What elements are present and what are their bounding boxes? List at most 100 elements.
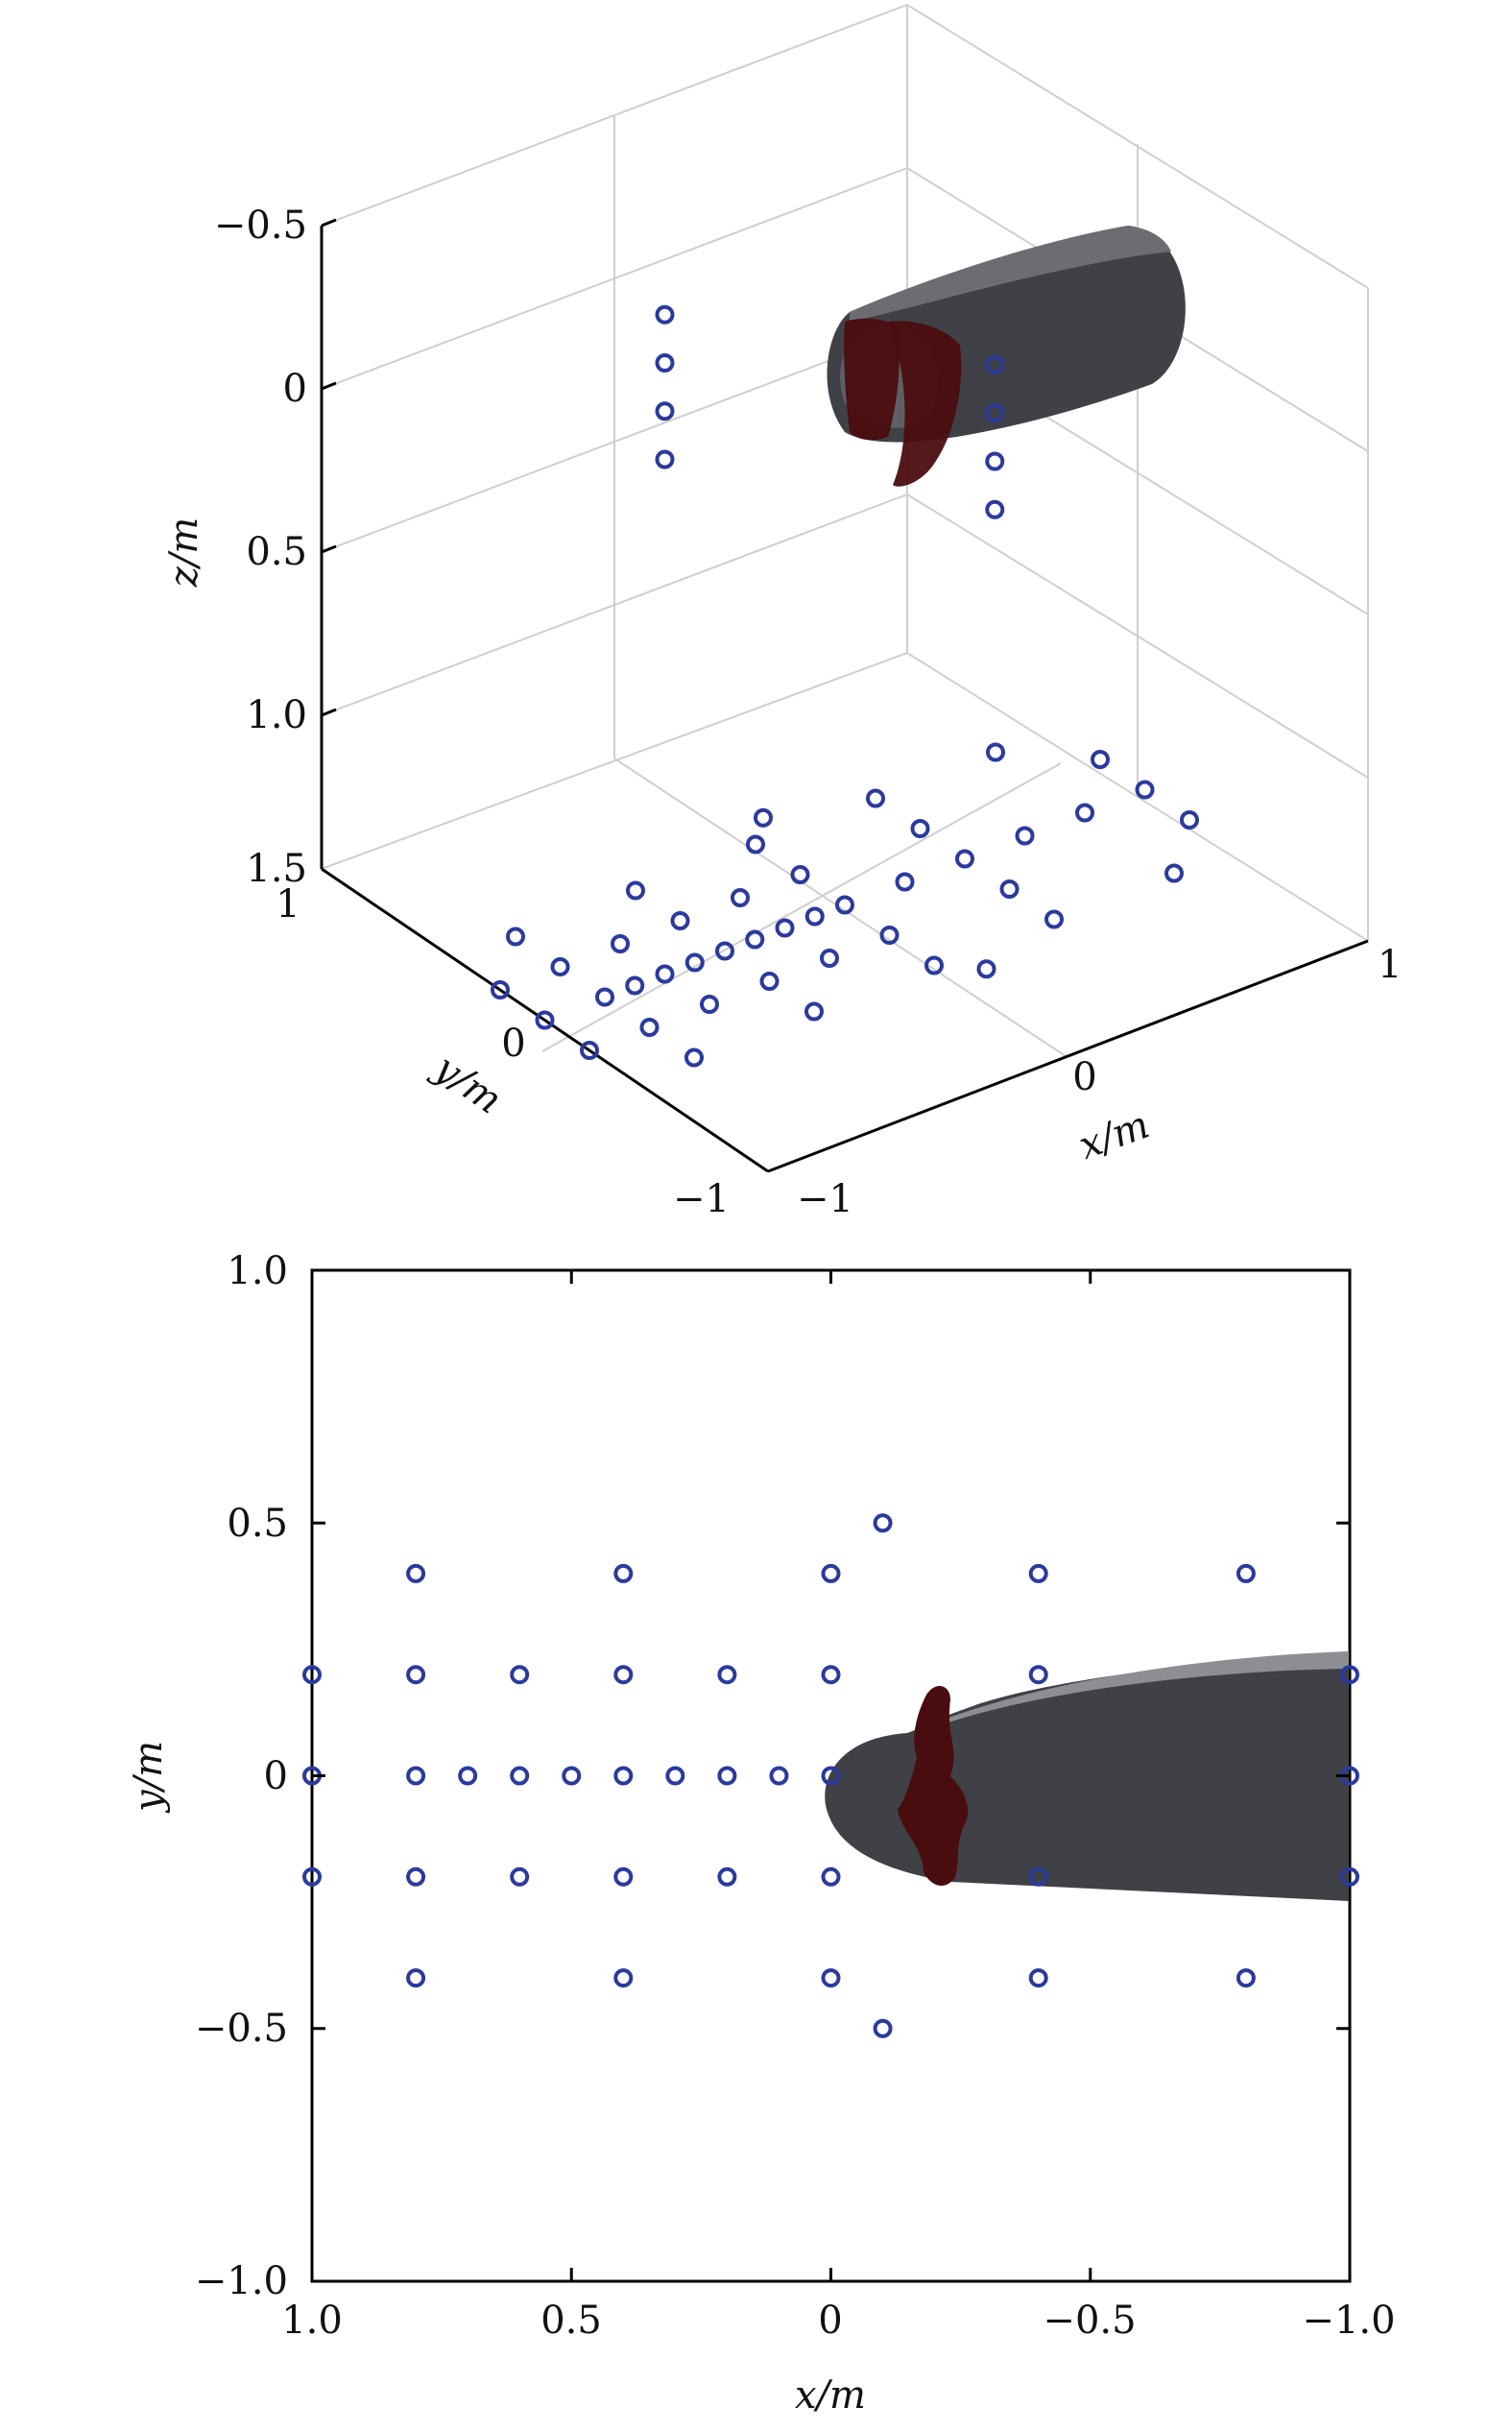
z-tick-label: 0	[283, 367, 307, 411]
data-point	[510, 1866, 530, 1887]
data-point-3d	[775, 918, 795, 938]
scatter-points-3d	[491, 304, 1199, 1068]
y-tick-label: 0.5	[227, 1502, 288, 1546]
x-axis-label: x/m	[795, 2373, 866, 2418]
data-point-3d	[976, 959, 996, 979]
data-point-3d	[731, 888, 750, 907]
data-point	[406, 1968, 426, 1988]
data-point-3d	[506, 927, 525, 947]
data-point-3d	[655, 401, 675, 421]
data-point	[406, 1766, 426, 1786]
data-point-3d	[626, 880, 645, 901]
data-point-3d	[1075, 803, 1094, 823]
data-point	[873, 1513, 893, 1533]
data-point-3d	[611, 934, 630, 953]
chart-2d: 1.0 0.5 0 −0.5 −1.0 1.0 0.5 0 −0.5 −1.0 …	[127, 1249, 1396, 2418]
data-point	[613, 1665, 634, 1685]
data-point	[613, 1563, 634, 1583]
data-point-3d	[745, 929, 765, 950]
data-point	[769, 1766, 789, 1786]
data-point	[1236, 1968, 1256, 1988]
x-tick-label: −1.0	[1302, 2299, 1395, 2343]
data-point	[717, 1665, 737, 1685]
data-point	[717, 1866, 737, 1887]
data-point	[613, 1866, 634, 1887]
data-point	[1028, 1563, 1048, 1583]
data-point-3d	[820, 949, 839, 968]
x-tick-label: 0	[1072, 1055, 1096, 1099]
x-tick-label: 0	[818, 2299, 842, 2343]
body-2d	[825, 1651, 1349, 1901]
chart-3d: −0.5 0 0.5 1.0 1.5 1 0 −1 −1 0 1 z/m y/m…	[162, 4, 1402, 1221]
x-tick-label: −1	[797, 1177, 853, 1221]
data-point	[406, 1563, 426, 1583]
cone-body-3d	[827, 226, 1186, 487]
data-point	[302, 1665, 322, 1685]
data-point	[562, 1766, 582, 1786]
data-point-3d	[655, 449, 675, 470]
data-point-3d	[879, 926, 900, 945]
data-point	[510, 1665, 530, 1685]
data-point-3d	[804, 1001, 824, 1022]
x-tick-label: 0.5	[540, 2299, 602, 2343]
x-tick-label: −0.5	[1043, 2299, 1136, 2343]
x-tick-label: 1.0	[281, 2299, 343, 2343]
data-point	[665, 1766, 685, 1786]
z-tick-label: 1.0	[246, 693, 307, 737]
ticks-2d	[310, 1268, 1352, 2283]
data-point-3d	[655, 353, 675, 373]
y-tick-label: 0	[264, 1754, 288, 1798]
data-point	[717, 1766, 737, 1786]
data-point-3d	[999, 879, 1020, 899]
data-point	[1340, 1866, 1359, 1887]
x-axis-label: x/m	[1073, 1103, 1155, 1169]
data-point-3d	[924, 955, 944, 975]
data-point-3d	[655, 964, 675, 984]
x-tick-label: 1	[1378, 943, 1402, 987]
axes-3d	[320, 218, 1369, 1173]
data-point-3d	[1164, 863, 1184, 883]
y-axis-label: y/m	[127, 1741, 171, 1814]
y-tick-label: −0.5	[195, 2007, 288, 2051]
data-point-3d	[1091, 750, 1110, 769]
data-point-3d	[985, 355, 1005, 374]
data-point-3d	[715, 941, 734, 961]
data-point	[406, 1866, 426, 1887]
data-point	[821, 1665, 841, 1685]
data-point-3d	[625, 975, 645, 996]
data-point	[613, 1968, 634, 1988]
z-axis-label: z/m	[162, 518, 206, 588]
data-point	[821, 1968, 841, 1988]
data-point-3d	[684, 952, 705, 973]
data-point-3d	[639, 1018, 660, 1037]
data-point-3d	[985, 499, 1005, 519]
data-point-3d	[804, 906, 825, 927]
y-tick-label: 1	[276, 882, 300, 927]
y-tick-label: −1.0	[195, 2259, 288, 2303]
data-point	[821, 1866, 841, 1887]
data-point-3d	[986, 742, 1005, 762]
ticks-3d: −0.5 0 0.5 1.0 1.5 1 0 −1 −1 0 1 z/m y/m…	[162, 204, 1402, 1221]
data-point-3d	[535, 1010, 555, 1030]
data-point-3d	[684, 1047, 704, 1068]
data-point-3d	[910, 819, 930, 838]
data-point-3d	[985, 403, 1005, 423]
data-point	[302, 1866, 322, 1887]
data-point-3d	[491, 980, 510, 999]
z-tick-label: 0.5	[246, 530, 307, 574]
y-tick-label: 0	[501, 1022, 525, 1066]
data-point-3d	[835, 895, 854, 915]
data-point-3d	[895, 872, 915, 892]
data-point	[1340, 1665, 1359, 1685]
data-point	[510, 1766, 530, 1786]
data-point	[406, 1665, 426, 1685]
y-tick-label: 1.0	[227, 1249, 288, 1293]
data-point-3d	[595, 987, 614, 1007]
data-point-3d	[746, 834, 765, 855]
data-point	[1028, 1968, 1048, 1988]
data-point-3d	[550, 957, 570, 976]
data-point	[1028, 1866, 1048, 1887]
data-point-3d	[866, 788, 885, 808]
data-point-3d	[700, 995, 719, 1014]
data-point-3d	[1180, 810, 1199, 830]
